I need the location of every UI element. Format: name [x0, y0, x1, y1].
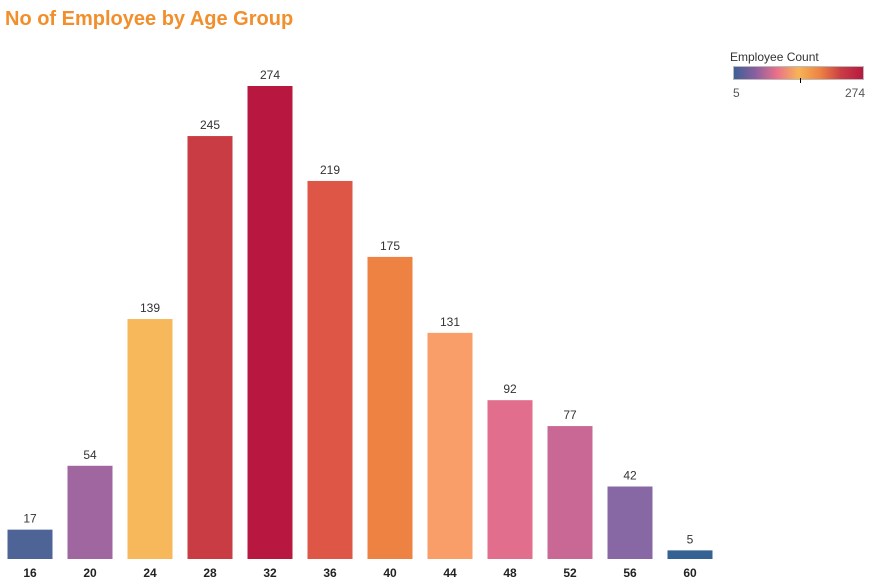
data-label-40: 175	[380, 239, 400, 253]
chart-title: No of Employee by Age Group	[5, 8, 294, 30]
data-label-36: 219	[320, 163, 340, 177]
legend-marker	[800, 78, 801, 83]
legend-max-label: 274	[844, 86, 865, 100]
legend-gradient-ramp	[733, 66, 864, 80]
bar-56[interactable]	[607, 486, 653, 559]
data-label-32: 274	[260, 68, 280, 82]
x-tick-label-16: 16	[23, 566, 37, 580]
bar-16[interactable]	[7, 529, 53, 559]
legend-min-label: 5	[733, 86, 740, 100]
data-label-20: 54	[83, 448, 97, 462]
data-label-60: 5	[687, 532, 694, 546]
color-legend: Employee Count 5 274	[730, 50, 870, 100]
bar-20[interactable]	[67, 465, 113, 559]
data-label-28: 245	[200, 118, 220, 132]
bar-44[interactable]	[427, 332, 473, 559]
legend-title: Employee Count	[730, 50, 819, 64]
x-tick-label-40: 40	[383, 566, 397, 580]
data-label-52: 77	[563, 408, 577, 422]
data-label-48: 92	[503, 382, 517, 396]
bar-60[interactable]	[667, 550, 713, 559]
x-tick-label-24: 24	[143, 566, 157, 580]
x-tick-label-44: 44	[443, 566, 457, 580]
bar-40[interactable]	[367, 256, 413, 559]
data-label-16: 17	[23, 512, 37, 526]
data-label-24: 139	[140, 301, 160, 315]
x-tick-label-48: 48	[503, 566, 517, 580]
data-label-44: 131	[440, 315, 460, 329]
bar-48[interactable]	[487, 400, 533, 559]
bar-28[interactable]	[187, 136, 233, 559]
bar-52[interactable]	[547, 426, 593, 559]
bar-36[interactable]	[307, 180, 353, 559]
data-label-56: 42	[623, 468, 637, 482]
bar-24[interactable]	[127, 319, 173, 559]
x-tick-label-56: 56	[623, 566, 637, 580]
x-tick-label-36: 36	[323, 566, 337, 580]
x-tick-label-32: 32	[263, 566, 277, 580]
x-tick-label-52: 52	[563, 566, 577, 580]
x-tick-label-60: 60	[683, 566, 697, 580]
x-tick-label-28: 28	[203, 566, 217, 580]
x-tick-label-20: 20	[83, 566, 97, 580]
bar-32[interactable]	[247, 86, 293, 559]
